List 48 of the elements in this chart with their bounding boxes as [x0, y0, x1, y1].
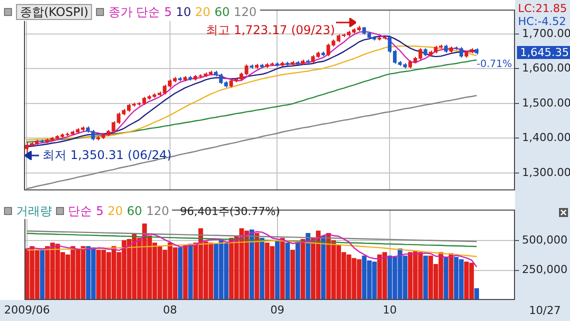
text: 20 — [195, 5, 210, 19]
x-tick-label: 08 — [163, 303, 178, 316]
candlestick — [290, 60, 294, 66]
bar — [295, 241, 300, 300]
text: 5 — [164, 5, 172, 19]
x-tick-label: 10 — [382, 303, 397, 316]
bar — [275, 240, 280, 300]
bar — [290, 250, 296, 300]
y-tick-label: 500,000 — [522, 233, 568, 246]
chart-title: 종합(KOSPI) — [16, 4, 92, 20]
bar — [474, 288, 480, 300]
y-tick-label: 250,000 — [522, 263, 568, 276]
text: 5 — [96, 204, 104, 218]
bar — [188, 244, 193, 300]
legend-title: 단순 — [68, 204, 92, 218]
legend-title: 종가 단순 — [108, 5, 160, 19]
y-tick-label: 1,600.00 — [522, 62, 570, 75]
bar — [423, 256, 428, 300]
text: LC:21.85 — [518, 2, 568, 15]
bar — [285, 242, 290, 300]
bar — [306, 233, 310, 300]
text: 20 — [108, 204, 123, 218]
chart-title: 거래량 — [16, 204, 52, 218]
bar — [40, 250, 45, 300]
bar — [254, 233, 260, 300]
x-tick-label: 2009/06 — [4, 303, 50, 316]
bar — [300, 239, 306, 300]
text: 10 — [176, 5, 192, 19]
text: HC:-4.52 — [518, 15, 566, 28]
bar — [444, 256, 448, 300]
text: 60 — [214, 5, 230, 19]
y-tick-label: 1,500.00 — [522, 96, 570, 110]
text: 10/27 — [529, 304, 561, 317]
bar — [260, 238, 264, 300]
y-tick-label: 1,700.00 — [522, 26, 570, 40]
annotation: -0.71% — [476, 58, 512, 71]
text: 120 — [234, 5, 257, 19]
annotation: 최고 1,723.17 (09/23) — [206, 22, 336, 37]
bar — [178, 247, 183, 300]
series-label: 120 — [146, 204, 170, 218]
text: 1,645.35 — [517, 46, 570, 59]
bar — [280, 238, 285, 300]
y-tick-label: 1,300.00 — [522, 166, 570, 179]
series-label: 60 — [126, 204, 142, 218]
bar — [183, 244, 188, 300]
annotation: 최저 1,350.31 (06/24) — [42, 148, 172, 162]
y-tick-label: 1,400.00 — [522, 131, 570, 144]
x-tick-label: 09 — [270, 303, 284, 316]
